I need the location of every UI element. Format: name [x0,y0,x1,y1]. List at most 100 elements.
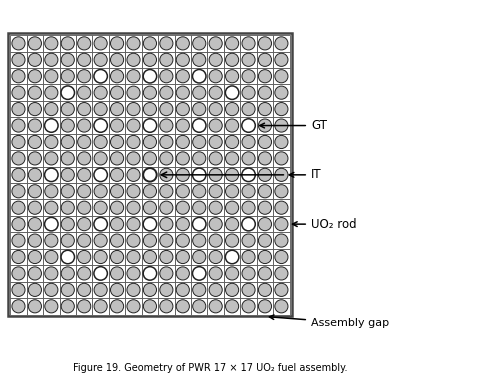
Circle shape [143,168,156,182]
Circle shape [12,37,25,50]
Bar [10,84,26,101]
Circle shape [94,217,108,231]
Bar [60,68,76,84]
Circle shape [110,53,124,66]
Circle shape [258,300,272,313]
Circle shape [12,283,25,297]
Bar [76,232,92,249]
Circle shape [127,102,140,116]
Circle shape [242,119,256,132]
Circle shape [192,217,206,231]
Circle shape [226,217,238,231]
Circle shape [258,251,272,264]
Circle shape [192,267,206,280]
Circle shape [144,300,156,313]
Circle shape [127,217,140,231]
Circle shape [143,119,156,132]
Bar [142,150,158,166]
Circle shape [192,102,206,116]
Circle shape [192,135,206,148]
Bar [26,150,43,166]
Bar [43,68,60,84]
Bar [10,216,26,232]
Circle shape [45,300,58,313]
Circle shape [176,119,190,132]
Circle shape [176,53,190,66]
Bar [126,150,142,166]
Circle shape [209,86,222,99]
Circle shape [127,135,140,148]
Bar [257,101,273,117]
Circle shape [275,267,288,280]
Bar [109,117,126,134]
Bar [191,117,208,134]
Circle shape [94,102,107,116]
Text: Assembly gap: Assembly gap [270,315,389,328]
Bar [10,150,26,166]
Circle shape [28,185,42,198]
Bar [142,282,158,298]
Circle shape [258,267,272,280]
Bar [174,166,191,183]
Circle shape [192,251,206,264]
Bar [257,232,273,249]
Circle shape [61,250,74,264]
Circle shape [144,135,156,148]
Bar [240,166,257,183]
Bar [76,84,92,101]
Circle shape [209,283,222,297]
Bar [208,52,224,68]
Circle shape [12,234,25,247]
Bar [224,52,240,68]
Bar [174,232,191,249]
Bar [273,183,289,200]
Bar [257,68,273,84]
Bar [126,101,142,117]
Circle shape [127,185,140,198]
Circle shape [94,267,108,280]
Bar [191,232,208,249]
Bar [240,35,257,52]
Bar [142,298,158,315]
Bar [191,134,208,150]
Circle shape [275,135,288,148]
Bar [26,35,43,52]
Bar [158,166,174,183]
Circle shape [44,217,58,231]
Bar [174,200,191,216]
Circle shape [110,102,124,116]
Circle shape [275,86,288,99]
Circle shape [226,86,239,99]
Bar [126,183,142,200]
Circle shape [258,70,272,83]
Circle shape [242,201,255,214]
Circle shape [127,251,140,264]
Bar [257,84,273,101]
Bar [273,166,289,183]
Bar [126,134,142,150]
Circle shape [242,185,255,198]
Circle shape [45,234,58,247]
Bar [26,117,43,134]
Bar [43,52,60,68]
Circle shape [176,135,190,148]
Circle shape [192,69,206,83]
Bar [43,134,60,150]
Bar [26,52,43,68]
Circle shape [160,152,173,165]
Bar [109,282,126,298]
Bar [224,117,240,134]
Circle shape [242,251,255,264]
Circle shape [94,135,107,148]
Circle shape [12,267,25,280]
Circle shape [78,201,91,214]
Bar [26,216,43,232]
Circle shape [258,86,272,99]
Bar [43,166,60,183]
Bar [43,216,60,232]
Bar [158,84,174,101]
Circle shape [110,267,124,280]
Circle shape [12,70,25,83]
Bar [191,150,208,166]
Circle shape [242,102,255,116]
